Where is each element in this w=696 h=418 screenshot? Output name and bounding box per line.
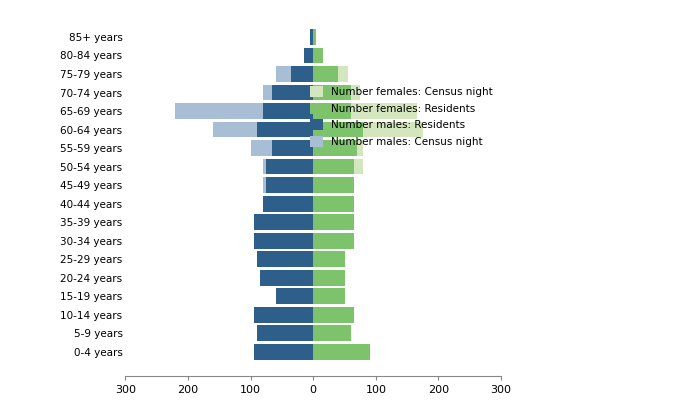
Bar [313,270,345,285]
Bar [313,29,317,45]
Bar [313,140,357,156]
Bar [313,196,351,212]
Bar [313,214,351,230]
Bar [276,288,313,304]
Bar [263,251,313,267]
Bar [313,344,370,359]
Bar [276,288,313,304]
Bar [263,196,313,212]
Bar [313,251,345,267]
Bar [313,325,351,341]
Bar [254,233,313,249]
Bar [313,307,354,323]
Bar [257,325,313,341]
Bar [313,325,351,341]
Bar [313,29,317,45]
Bar [254,307,313,323]
Bar [313,84,361,100]
Bar [263,103,313,119]
Bar [251,140,313,156]
Bar [313,288,345,304]
Bar [257,251,313,267]
Bar [313,177,354,193]
Bar [313,66,338,82]
Bar [263,196,313,212]
Bar [263,177,313,193]
Bar [263,84,313,100]
Bar [213,122,313,138]
Bar [254,233,313,249]
Bar [254,307,313,323]
Bar [310,29,313,45]
Bar [304,48,313,64]
Bar [313,270,345,285]
Bar [263,214,313,230]
Bar [273,140,313,156]
Bar [313,140,363,156]
Bar [313,159,354,174]
Bar [313,177,351,193]
Bar [313,233,354,249]
Bar [313,159,363,174]
Bar [313,48,323,64]
Legend: Number females: Census night, Number females: Residents, Number males: Residents: Number females: Census night, Number fem… [307,83,496,150]
Bar [263,159,313,174]
Bar [254,344,313,359]
Bar [313,251,345,267]
Bar [310,29,313,45]
Bar [313,103,351,119]
Bar [313,103,416,119]
Bar [313,214,354,230]
Bar [260,270,313,285]
Bar [257,122,313,138]
Bar [175,103,313,119]
Bar [273,84,313,100]
Bar [292,66,313,82]
Bar [254,214,313,230]
Bar [313,196,354,212]
Bar [313,48,323,64]
Bar [304,48,313,64]
Bar [266,177,313,193]
Bar [313,122,363,138]
Bar [257,325,313,341]
Bar [313,66,348,82]
Bar [313,307,354,323]
Bar [313,84,351,100]
Bar [313,233,351,249]
Bar [313,122,423,138]
Bar [266,159,313,174]
Bar [254,344,313,359]
Bar [313,344,370,359]
Bar [313,288,345,304]
Bar [260,270,313,285]
Bar [276,66,313,82]
